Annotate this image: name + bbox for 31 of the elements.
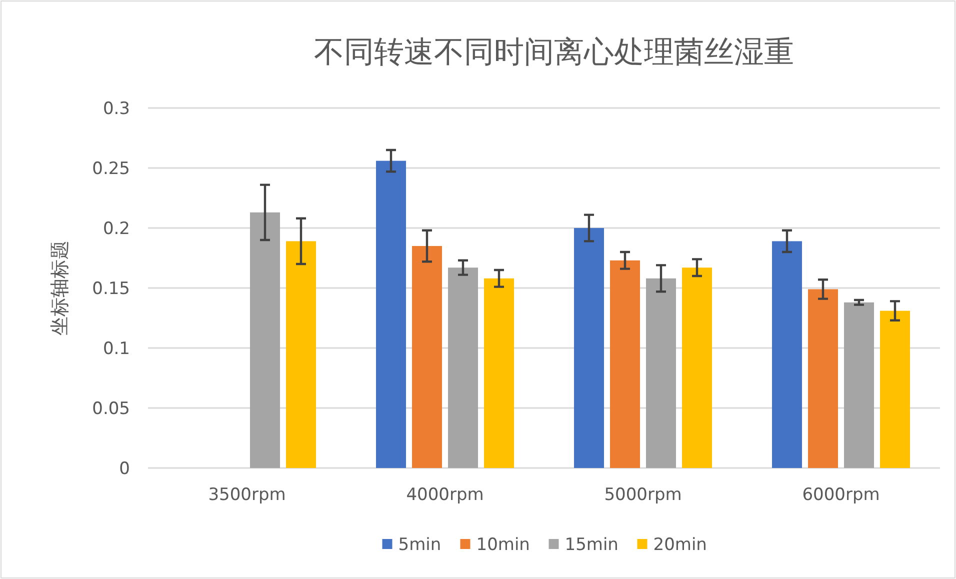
- bar: [682, 268, 712, 468]
- bar: [808, 289, 838, 468]
- x-tick-label: 3500rpm: [208, 485, 286, 505]
- bar: [880, 310, 910, 468]
- bar: [610, 260, 640, 468]
- bar: [484, 278, 514, 468]
- y-tick-label: 0.15: [92, 279, 130, 299]
- bar: [772, 241, 802, 468]
- bar: [844, 302, 874, 468]
- bar: [574, 228, 604, 468]
- legend-label: 10min: [476, 535, 530, 555]
- legend-label: 15min: [564, 535, 618, 555]
- y-tick-label: 0.3: [102, 99, 130, 119]
- y-tick-label: 0: [119, 459, 130, 479]
- legend-label: 20min: [653, 535, 707, 555]
- y-tick-label: 0.05: [92, 399, 130, 419]
- bar: [250, 212, 280, 468]
- bar: [646, 278, 676, 468]
- bar: [448, 268, 478, 468]
- y-axis-title: 坐标轴标题: [49, 240, 71, 336]
- chart-title: 不同转速不同时间离心处理菌丝湿重: [314, 35, 794, 70]
- bar: [412, 246, 442, 468]
- x-tick-label: 6000rpm: [802, 485, 880, 505]
- y-tick-label: 0.1: [102, 339, 130, 359]
- bar: [286, 241, 316, 468]
- legend-label: 5min: [398, 535, 442, 555]
- bar: [376, 160, 406, 468]
- y-tick-label: 0.25: [92, 159, 130, 179]
- x-tick-label: 4000rpm: [406, 485, 484, 505]
- x-tick-label: 5000rpm: [604, 485, 682, 505]
- y-tick-label: 0.2: [102, 219, 130, 239]
